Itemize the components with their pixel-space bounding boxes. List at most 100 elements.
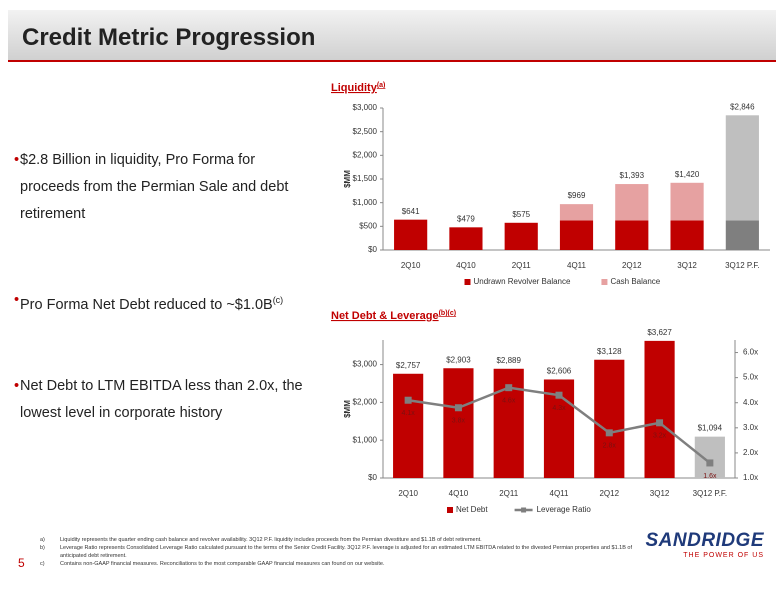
footnote-text: Liquidity represents the quarter ending …	[60, 537, 482, 543]
legend-swatch	[464, 279, 471, 285]
footnote-mark: c)	[40, 561, 45, 567]
data-label: 4.6x	[502, 398, 516, 405]
bar	[443, 368, 474, 478]
data-label: 3.8x	[452, 418, 466, 425]
y-tick-label: $2,000	[353, 397, 378, 406]
line-marker	[706, 459, 714, 467]
footnote-mark: b)	[40, 545, 45, 551]
bar	[725, 115, 759, 221]
bar	[725, 220, 759, 250]
bar	[559, 204, 594, 221]
x-tick-label: 2Q11	[512, 261, 532, 270]
y-tick-label: $3,000	[353, 360, 378, 369]
data-label: 4.1x	[402, 410, 416, 417]
bullet: • Pro Forma Net Debt reduced to ~$1.0B(c)	[14, 292, 284, 313]
total-label: $641	[402, 207, 420, 216]
bar	[615, 220, 649, 250]
header: Credit Metric Progression	[8, 10, 776, 62]
logo-name: SANDRIDGE	[645, 530, 764, 551]
line-marker	[454, 404, 462, 412]
data-label: $2,606	[547, 367, 572, 376]
x-tick-label: 4Q10	[449, 489, 469, 498]
x-tick-label: 3Q12	[677, 261, 697, 270]
bullet-text: $2.8 Billion in liquidity, Pro Forma for…	[20, 152, 289, 222]
data-label: $1,094	[698, 424, 723, 433]
line-marker	[605, 429, 613, 437]
bullet-note: (c)	[272, 295, 284, 305]
footnote-text: Contains non-GAAP financial measures. Re…	[60, 561, 385, 567]
line-marker	[555, 391, 563, 399]
line-marker	[404, 396, 412, 404]
slide-title: Credit Metric Progression	[22, 24, 316, 51]
chart-title: Liquidity(a)	[331, 82, 385, 94]
data-label: 3.2x	[653, 433, 667, 440]
bar	[644, 340, 675, 478]
bullet: • $2.8 Billion in liquidity, Pro Forma fo…	[14, 152, 289, 222]
total-label: $2,846	[730, 102, 755, 111]
bullet-text: Net Debt to LTM EBITDA less than 2.0x, t…	[20, 378, 303, 421]
y-tick-label: $3,000	[353, 103, 378, 112]
legend-label: Undrawn Revolver Balance	[474, 277, 571, 286]
data-label: $3,128	[597, 347, 622, 356]
total-label: $1,420	[675, 170, 700, 179]
bar	[694, 436, 725, 478]
y-tick-label: $500	[359, 221, 377, 230]
legend-swatch	[447, 507, 453, 513]
logo-tagline: THE POWER OF US	[683, 552, 764, 559]
x-tick-label: 4Q11	[550, 489, 570, 498]
x-tick-label: 2Q11	[499, 489, 519, 498]
y-tick-label: $2,500	[353, 127, 378, 136]
x-tick-label: 2Q12	[599, 489, 619, 498]
bullet: • Net Debt to LTM EBITDA less than 2.0x, …	[14, 378, 303, 421]
line-marker	[505, 384, 513, 392]
y2-tick-label: 6.0x	[743, 348, 758, 357]
total-label: $575	[512, 210, 530, 219]
y-tick-label: $1,000	[353, 198, 378, 207]
data-label: $3,627	[647, 328, 672, 337]
bar	[504, 222, 538, 250]
legend-label: Leverage Ratio	[537, 505, 592, 514]
chart-title-note: (a)	[377, 82, 386, 89]
footnote: a) Liquidity represents the quarter endin…	[40, 536, 640, 544]
bullet-text: Pro Forma Net Debt reduced to ~$1.0B	[20, 296, 273, 313]
x-tick-label: 2Q12	[622, 261, 642, 270]
data-label: 1.6x	[703, 473, 717, 480]
footnote-mark: a)	[40, 537, 45, 543]
legend-label: Cash Balance	[610, 277, 660, 286]
y-tick-label: $0	[368, 245, 377, 254]
y-tick-label: $1,000	[353, 435, 378, 444]
bar	[594, 359, 625, 478]
footnotes: a) Liquidity represents the quarter endin…	[40, 536, 640, 568]
x-tick-label: 2Q10	[398, 489, 418, 498]
chart-title-text: Liquidity	[331, 82, 378, 94]
legend-swatch	[601, 279, 608, 285]
bar	[559, 220, 594, 250]
chart-title: Net Debt & Leverage(b)(c)	[331, 310, 456, 322]
bar	[394, 219, 428, 250]
y-tick-label: $0	[368, 473, 377, 482]
bar	[449, 227, 483, 250]
x-tick-label: 4Q11	[567, 261, 587, 270]
y2-tick-label: 3.0x	[743, 423, 758, 432]
bar	[670, 220, 704, 250]
legend-swatch-marker	[521, 507, 527, 513]
total-label: $1,393	[620, 171, 645, 180]
data-label: 2.8x	[603, 443, 617, 450]
y2-tick-label: 1.0x	[743, 473, 758, 482]
x-tick-label: 3Q12 P.F.	[725, 261, 760, 270]
legend-label: Net Debt	[456, 505, 488, 514]
total-label: $479	[457, 214, 475, 223]
x-tick-label: 3Q12 P.F.	[693, 489, 728, 498]
footnote: c) Contains non-GAAP financial measures. …	[40, 560, 640, 568]
y-axis-label: $MM	[343, 170, 352, 188]
y2-tick-label: 5.0x	[743, 373, 758, 382]
bar	[393, 373, 424, 478]
y-axis-label: $MM	[343, 400, 352, 418]
total-label: $969	[568, 191, 586, 200]
footnote-text: Leverage Ratio represents Consolidated L…	[60, 545, 633, 559]
x-tick-label: 2Q10	[401, 261, 421, 270]
page-number: 5	[18, 556, 25, 570]
chart-title-note: (b)(c)	[439, 310, 457, 317]
